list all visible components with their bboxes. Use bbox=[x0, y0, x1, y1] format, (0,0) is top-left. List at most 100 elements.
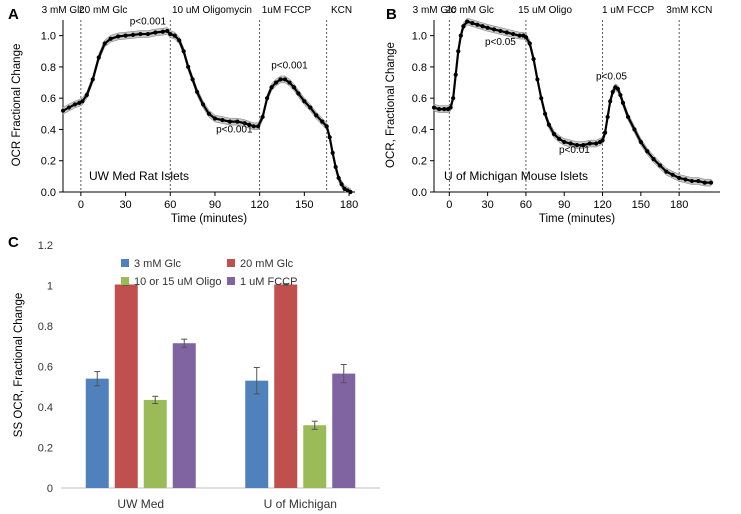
data-point bbox=[256, 124, 261, 129]
event-label: 1 uM FCCP bbox=[602, 5, 655, 16]
data-point bbox=[72, 102, 78, 107]
y-tick-label: 1.2 bbox=[38, 240, 53, 252]
data-point bbox=[677, 175, 682, 181]
data-point bbox=[160, 29, 165, 34]
data-point bbox=[442, 107, 447, 112]
data-point bbox=[90, 77, 95, 82]
data-point bbox=[620, 100, 626, 105]
data-point bbox=[165, 28, 170, 34]
x-tick-label: 30 bbox=[119, 199, 131, 211]
bar bbox=[143, 399, 167, 488]
data-point bbox=[511, 31, 516, 37]
data-point bbox=[102, 41, 107, 46]
event-label: 3 mM Glc bbox=[42, 5, 85, 16]
series-line bbox=[62, 29, 352, 193]
data-point bbox=[632, 127, 637, 132]
data-point bbox=[608, 99, 613, 104]
data-point bbox=[683, 177, 688, 182]
data-point bbox=[108, 36, 113, 41]
bar bbox=[332, 373, 356, 488]
data-point bbox=[348, 189, 353, 195]
y-tick-label: 0.8 bbox=[38, 321, 53, 333]
data-point bbox=[448, 105, 453, 110]
event-label: KCN bbox=[331, 5, 352, 16]
data-point bbox=[551, 132, 557, 137]
data-point bbox=[664, 169, 669, 174]
data-point bbox=[206, 111, 212, 116]
series-line bbox=[433, 20, 712, 184]
x-tick-label: 120 bbox=[250, 199, 268, 211]
data-point bbox=[190, 77, 195, 82]
panel-letter: B bbox=[386, 6, 397, 23]
data-point bbox=[702, 180, 707, 185]
data-point bbox=[696, 178, 701, 184]
data-point bbox=[461, 24, 466, 29]
data-point bbox=[235, 119, 240, 124]
y-axis-label: OCR, Fractional Change bbox=[385, 42, 397, 168]
data-point bbox=[200, 102, 206, 107]
y-tick-label: 0.4 bbox=[38, 402, 53, 414]
chart-panel-b: B 0.0 0.2 0.4 0.6 0.8 1.0 0 30 60 90 120 150 180 Time … bbox=[385, 5, 720, 225]
x-axis-label: Time (minutes) bbox=[539, 213, 615, 225]
data-point bbox=[638, 139, 643, 145]
y-tick-label: 0.0 bbox=[41, 187, 56, 199]
data-point bbox=[657, 163, 663, 168]
data-point bbox=[498, 28, 503, 34]
data-point bbox=[168, 31, 173, 37]
y-tick-label: 1.0 bbox=[41, 31, 56, 43]
panel-letter: A bbox=[8, 6, 19, 23]
y-tick-label: 0.6 bbox=[38, 362, 53, 374]
data-point bbox=[177, 38, 182, 43]
data-point bbox=[333, 164, 338, 170]
event-label: 10 uM Oligomycin bbox=[172, 5, 252, 16]
legend-swatch bbox=[227, 259, 235, 267]
data-point bbox=[475, 22, 480, 27]
x-tick-label: 0 bbox=[78, 199, 84, 211]
data-point bbox=[324, 124, 329, 129]
data-point bbox=[84, 92, 89, 98]
data-point bbox=[282, 77, 288, 82]
data-point bbox=[66, 105, 72, 110]
p-value-annotation: p<0.001 bbox=[216, 125, 253, 136]
p-value-annotation: p<0.001 bbox=[271, 60, 308, 71]
p-value-annotation: p<0.05 bbox=[596, 71, 627, 82]
bar bbox=[114, 284, 138, 488]
data-point bbox=[116, 34, 121, 39]
data-point bbox=[269, 85, 274, 90]
y-tick-label: 0.8 bbox=[412, 62, 427, 74]
data-point bbox=[96, 55, 101, 60]
data-point bbox=[670, 172, 675, 177]
data-point bbox=[504, 30, 509, 35]
data-point bbox=[181, 49, 186, 54]
x-tick-label: 60 bbox=[520, 199, 532, 211]
data-point bbox=[251, 124, 256, 129]
data-point bbox=[615, 86, 620, 91]
event-label: 15 uM Oligo bbox=[518, 5, 572, 16]
data-point bbox=[220, 117, 225, 123]
data-point bbox=[610, 89, 615, 95]
category-label: U of Michigan bbox=[264, 497, 337, 511]
y-tick-label: 1.0 bbox=[412, 31, 427, 43]
y-tick-label: 0.4 bbox=[412, 124, 427, 136]
data-point bbox=[458, 33, 463, 38]
data-point bbox=[287, 80, 292, 85]
data-point bbox=[437, 107, 442, 112]
data-point bbox=[130, 32, 136, 37]
x-tick-label: 150 bbox=[632, 199, 650, 211]
data-point bbox=[123, 33, 128, 38]
legend-label: 1 uM FCCP bbox=[240, 276, 297, 288]
data-point bbox=[330, 150, 335, 156]
y-tick-label: 0.2 bbox=[38, 443, 53, 455]
legend-label: 3 mM Glc bbox=[134, 258, 182, 270]
data-point bbox=[296, 91, 301, 96]
data-point bbox=[247, 122, 252, 127]
data-point bbox=[153, 30, 158, 35]
event-label: 1uM FCCP bbox=[262, 5, 312, 16]
data-point bbox=[594, 141, 599, 146]
data-point bbox=[186, 64, 191, 70]
data-point bbox=[431, 105, 437, 110]
x-tick-label: 60 bbox=[164, 199, 176, 211]
y-tick-label: 0.2 bbox=[41, 156, 56, 168]
data-point bbox=[308, 105, 313, 110]
data-point bbox=[273, 80, 279, 85]
